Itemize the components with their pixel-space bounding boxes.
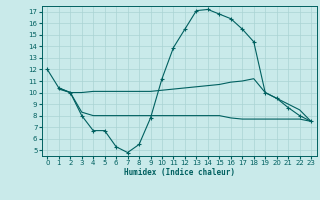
X-axis label: Humidex (Indice chaleur): Humidex (Indice chaleur)	[124, 168, 235, 177]
